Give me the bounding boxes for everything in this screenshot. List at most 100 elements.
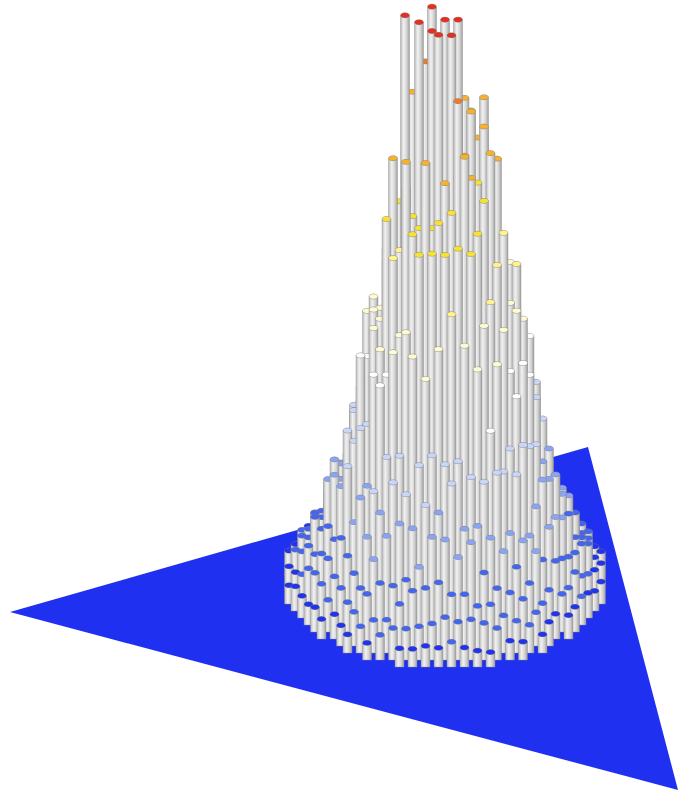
- bar-cap: [375, 346, 385, 353]
- bar-body: [375, 634, 385, 661]
- histogram-bar: [459, 644, 470, 668]
- bar-cap: [531, 503, 541, 510]
- bar-cap: [518, 596, 528, 602]
- bar-cap: [433, 509, 444, 516]
- bar-cap: [433, 645, 444, 651]
- bar-cap: [459, 525, 470, 532]
- histogram-bar: [531, 609, 541, 647]
- bar-cap: [414, 19, 424, 26]
- bar-cap: [414, 623, 424, 630]
- bar-body: [446, 641, 457, 668]
- bar-cap: [492, 625, 502, 631]
- histogram-bar: [316, 616, 327, 640]
- bar-cap: [400, 12, 410, 19]
- bar-cap: [388, 155, 398, 161]
- bar-cap: [433, 346, 444, 353]
- bar-cap: [505, 530, 515, 536]
- bar-cap: [544, 524, 554, 530]
- bar-cap: [466, 474, 476, 480]
- bar-cap: [492, 361, 502, 368]
- bar-body: [433, 647, 444, 668]
- bar-cap: [368, 293, 379, 300]
- bar-cap: [342, 631, 353, 638]
- bar-body: [316, 618, 327, 640]
- bar-cap: [446, 639, 457, 645]
- bar-cap: [342, 427, 353, 434]
- bar-cap: [427, 250, 437, 257]
- bar-cap: [336, 585, 346, 591]
- bar-cap: [394, 452, 405, 459]
- bar-cap: [524, 580, 535, 586]
- bar-cap: [446, 480, 457, 487]
- bar-cap: [544, 619, 554, 625]
- bar-cap: [485, 150, 496, 156]
- bar-body: [420, 645, 431, 668]
- bar-cap: [355, 352, 366, 359]
- bar-cap: [420, 643, 431, 649]
- bar-cap: [511, 307, 522, 314]
- bar-cap: [433, 32, 444, 38]
- bar-cap: [518, 537, 528, 544]
- bar-cap: [290, 583, 301, 590]
- bar-cap: [518, 442, 528, 448]
- bar-cap: [440, 614, 450, 620]
- bar-cap: [479, 197, 489, 204]
- bar-cap: [323, 523, 333, 529]
- histogram-bar: [472, 647, 483, 668]
- histogram-bar: [479, 620, 489, 661]
- bar-cap: [420, 376, 431, 382]
- histogram-bar: [427, 620, 437, 661]
- bar-cap: [401, 491, 411, 498]
- bar-cap: [440, 536, 450, 543]
- bar-cap: [394, 645, 405, 652]
- histogram-bar: [440, 614, 450, 661]
- bar-cap: [355, 623, 366, 630]
- bar-body: [394, 648, 405, 668]
- bar-cap: [303, 565, 314, 572]
- bar-cap: [505, 637, 515, 644]
- bar-cap: [537, 600, 548, 606]
- histogram-bar: [414, 623, 424, 661]
- bar-cap: [446, 210, 457, 216]
- bar-cap: [407, 525, 418, 532]
- bar-cap: [576, 593, 587, 600]
- bar-cap: [381, 616, 392, 623]
- bar-cap: [446, 32, 457, 39]
- bar-cap: [381, 216, 392, 222]
- bar-cap: [388, 349, 398, 356]
- histogram-bar: [401, 625, 411, 661]
- bar-cap: [433, 579, 444, 586]
- bar-cap: [570, 569, 580, 575]
- histogram-bar: [524, 622, 535, 654]
- bar-cap: [453, 245, 463, 252]
- bar-cap: [459, 153, 470, 160]
- bar-cap: [368, 617, 379, 623]
- bar-cap: [414, 251, 424, 258]
- bar-cap: [505, 589, 515, 596]
- histogram-bar: [420, 643, 431, 668]
- bar-cap: [355, 585, 366, 591]
- bar-cap: [472, 523, 483, 529]
- histogram-bar: [394, 645, 405, 668]
- bar-cap: [583, 590, 593, 596]
- bar-cap: [524, 622, 535, 628]
- histogram-bar: [349, 609, 359, 647]
- bar-cap: [368, 371, 379, 378]
- bar-cap: [511, 393, 522, 400]
- histogram-bar: [303, 601, 314, 626]
- bar-cap: [472, 647, 483, 654]
- bar-cap: [479, 569, 489, 576]
- histogram-bar: [537, 631, 548, 654]
- bar-cap: [381, 533, 392, 539]
- bar-cap: [570, 549, 580, 556]
- bar-cap: [303, 601, 314, 608]
- histogram-bar: [388, 625, 398, 661]
- histogram-bar: [336, 622, 346, 647]
- bar-cap: [518, 360, 528, 366]
- bar-cap: [316, 550, 327, 557]
- histogram-bar: [290, 583, 301, 612]
- bar-cap: [329, 573, 340, 580]
- bar-cap: [596, 560, 606, 566]
